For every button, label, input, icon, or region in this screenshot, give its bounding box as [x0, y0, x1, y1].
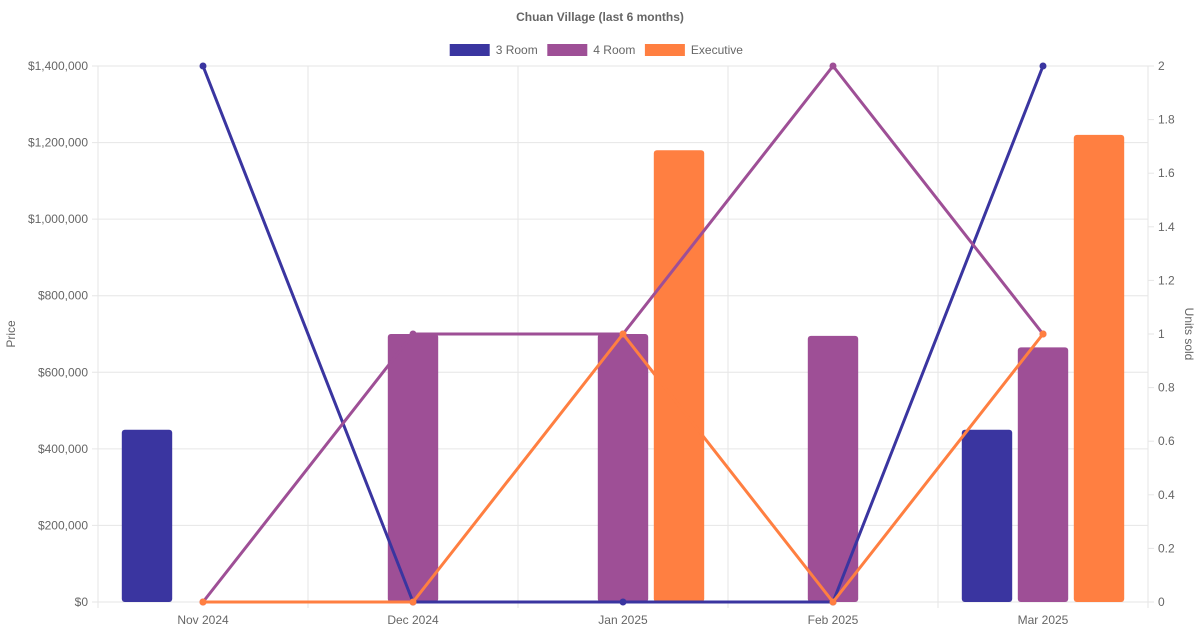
y-right-tick-label: 1 — [1158, 327, 1165, 341]
y-right-tick-label: 0 — [1158, 595, 1165, 609]
y-left-tick-label: $400,000 — [38, 442, 88, 456]
x-tick-label: Dec 2024 — [387, 613, 439, 627]
legend-label-3-room: 3 Room — [496, 43, 538, 57]
x-tick-label: Jan 2025 — [598, 613, 648, 627]
y-left-tick-label: $1,200,000 — [28, 136, 88, 150]
legend-swatch-3-room — [449, 44, 490, 56]
point-executive — [829, 598, 837, 606]
axes: $0 $200,000 $400,000 $600,000 $800,000 $1,000… — [28, 59, 1175, 627]
x-tick-label: Nov 2024 — [177, 613, 229, 627]
x-tick-label: Feb 2025 — [808, 613, 859, 627]
point-4-room — [409, 330, 417, 338]
y-right-tick-label: 1.4 — [1158, 220, 1175, 234]
y-axis-right-title: Units sold — [1182, 308, 1196, 361]
y-right-tick-label: 2 — [1158, 59, 1165, 73]
bar-series — [121, 134, 1125, 602]
y-left-tick-label: $200,000 — [38, 518, 88, 532]
y-left-tick-label: $1,400,000 — [28, 59, 88, 73]
y-left-tick-label: $0 — [75, 595, 89, 609]
point-4-room — [829, 62, 837, 70]
point-3-room — [1039, 62, 1047, 70]
point-executive — [1039, 330, 1047, 338]
y-right-tick-label: 0.8 — [1158, 381, 1175, 395]
point-3-room — [199, 62, 207, 70]
legend-label-executive: Executive — [691, 43, 743, 57]
legend-label-4-room: 4 Room — [593, 43, 635, 57]
bar-executive — [653, 150, 705, 602]
bar-4-room — [807, 335, 859, 602]
legend: 3 Room 4 Room Executive — [449, 43, 743, 57]
point-executive — [199, 598, 207, 606]
legend-swatch-4-room — [547, 44, 588, 56]
y-right-tick-label: 1.8 — [1158, 113, 1175, 127]
line-series — [199, 62, 1047, 606]
point-executive — [409, 598, 417, 606]
point-3-room — [619, 598, 627, 606]
bar-4-room — [597, 334, 649, 602]
y-right-tick-label: 0.2 — [1158, 541, 1175, 555]
y-left-tick-label: $800,000 — [38, 289, 88, 303]
bar-4-room — [1017, 347, 1069, 602]
y-right-tick-label: 1.2 — [1158, 273, 1175, 287]
y-right-tick-label: 0.6 — [1158, 434, 1175, 448]
y-right-tick-label: 1.6 — [1158, 166, 1175, 180]
y-right-tick-label: 0.4 — [1158, 488, 1175, 502]
legend-swatch-executive — [644, 44, 685, 56]
chart-title: Chuan Village (last 6 months) — [516, 10, 684, 24]
y-left-tick-label: $1,000,000 — [28, 212, 88, 226]
gridlines — [92, 65, 1154, 608]
bar-executive — [1073, 134, 1125, 602]
point-executive — [619, 330, 627, 338]
y-left-tick-label: $600,000 — [38, 365, 88, 379]
bar-3-room — [961, 429, 1013, 602]
y-axis-left-title: Price — [4, 320, 18, 348]
bar-3-room — [121, 429, 173, 602]
x-tick-label: Mar 2025 — [1018, 613, 1069, 627]
bar-4-room — [387, 334, 439, 602]
